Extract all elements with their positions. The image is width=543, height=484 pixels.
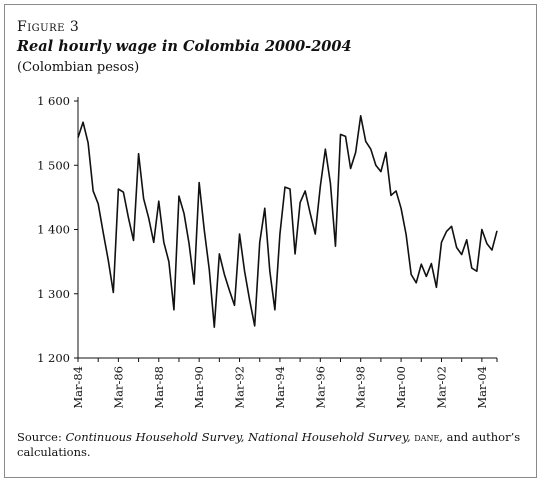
figure-title: Real hourly wage in Colombia 2000-2004 bbox=[17, 38, 352, 55]
x-tick-label: Mar-92 bbox=[233, 366, 247, 409]
y-tick-label: 1 300 bbox=[37, 287, 70, 301]
x-tick-label: Mar-90 bbox=[192, 366, 206, 409]
x-tick-label: Mar-96 bbox=[313, 366, 327, 409]
x-tick-label: Mar-84 bbox=[71, 366, 85, 409]
x-tick-label: Mar-94 bbox=[273, 366, 287, 409]
source-prefix: Source: bbox=[17, 430, 66, 444]
figure-frame bbox=[4, 4, 537, 478]
y-tick-label: 1 400 bbox=[37, 223, 70, 237]
y-tick-label: 1 600 bbox=[37, 94, 70, 108]
chart-series bbox=[77, 114, 498, 328]
x-tick-label: Mar-86 bbox=[111, 366, 125, 409]
x-tick-label: Mar-98 bbox=[354, 366, 368, 409]
x-tick-label: Mar-02 bbox=[434, 366, 448, 409]
chart-axes bbox=[77, 97, 497, 359]
source-note: Source: Continuous Household Survey, Nat… bbox=[17, 430, 522, 460]
y-tick-label: 1 500 bbox=[37, 158, 70, 172]
x-axis-ticks: Mar-84 Mar-86 Mar-88 Mar-90 Mar-92 Mar-94 Mar-… bbox=[71, 358, 498, 409]
x-tick-label: Mar-00 bbox=[394, 366, 408, 409]
source-surveys: Continuous Household Survey, National Ho… bbox=[65, 430, 411, 444]
figure-subtitle: (Colombian pesos) bbox=[17, 60, 140, 75]
wage-series-line bbox=[77, 114, 498, 328]
source-agency: dane bbox=[414, 430, 440, 444]
figure-label: Figure 3 bbox=[17, 19, 80, 35]
source-suffix: , and author’s calculations. bbox=[17, 430, 521, 459]
x-tick-label: Mar-04 bbox=[475, 366, 489, 409]
y-axis-ticks: 1 200 1 300 1 400 1 500 1 600 bbox=[37, 94, 78, 365]
x-tick-label: Mar-88 bbox=[152, 366, 166, 409]
y-tick-label: 1 200 bbox=[37, 351, 70, 365]
